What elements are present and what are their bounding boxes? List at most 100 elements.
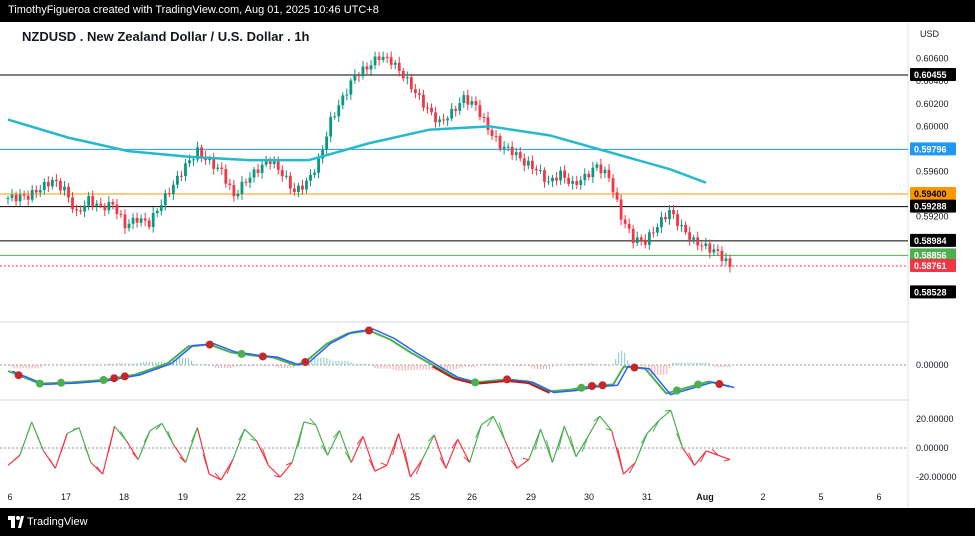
candle-body <box>579 180 583 185</box>
candle-body <box>317 158 320 173</box>
candle-body <box>139 218 143 223</box>
macd-cross-marker <box>672 386 681 395</box>
candle-body <box>688 232 692 240</box>
candle-body <box>224 169 228 184</box>
candle-body <box>450 108 454 119</box>
candle-body <box>180 175 183 177</box>
candle-body <box>26 195 30 200</box>
candle-body <box>397 62 401 71</box>
candle-body <box>389 57 393 65</box>
candle-body <box>482 117 486 119</box>
osc-detail <box>557 426 565 450</box>
candle-body <box>240 181 244 194</box>
osc-segment <box>421 434 435 460</box>
osc-detail <box>214 472 222 481</box>
price-tag-3 <box>910 199 956 213</box>
osc-detail <box>13 454 21 461</box>
candle-body <box>418 93 421 95</box>
osc-detail <box>309 418 317 426</box>
candle-body <box>131 217 135 224</box>
price-tag-label-5: 0.58856 <box>914 250 947 260</box>
osc-detail <box>439 457 447 469</box>
candle-body <box>369 65 373 70</box>
candle-body <box>615 192 619 200</box>
candle-body <box>22 194 26 196</box>
osc-detail <box>475 424 482 439</box>
candle-body <box>575 181 579 185</box>
candle-body <box>381 56 385 60</box>
macd-cross-marker <box>99 376 108 384</box>
candle-body <box>639 237 643 240</box>
osc-detail <box>415 459 423 475</box>
price-tag-6 <box>910 259 956 273</box>
price-chart[interactable]: 0.60600 0.60400 0.60200 0.60000 0.59600 0.592… <box>0 22 975 508</box>
macd-cross-marker <box>630 363 639 372</box>
candle-body <box>365 66 369 70</box>
candle-body <box>71 197 74 210</box>
candle-body <box>627 223 631 229</box>
candle-body <box>728 258 732 267</box>
candle-body <box>498 136 502 149</box>
candle-body <box>30 189 34 200</box>
macd-cross-marker <box>110 374 119 383</box>
candle-body <box>216 167 220 169</box>
osc-segment <box>599 415 613 431</box>
macd-bearish-segment <box>432 365 550 394</box>
candle-body <box>555 177 558 181</box>
candle-body <box>426 107 429 109</box>
candle-body <box>643 239 647 245</box>
candle-body <box>684 224 688 233</box>
candle-body <box>623 219 627 224</box>
candle-body <box>506 146 510 148</box>
osc-segment <box>646 420 660 434</box>
osc-detail <box>262 448 269 466</box>
osc-detail <box>238 428 246 441</box>
candle-body <box>647 232 651 245</box>
osc-segment <box>244 428 257 442</box>
osc-detail <box>368 459 376 472</box>
candle-body <box>559 170 562 181</box>
candle-body <box>655 227 659 233</box>
osc-segment <box>327 430 340 456</box>
candle-body <box>660 216 663 228</box>
candle-body <box>297 185 300 192</box>
candle-body <box>526 160 530 166</box>
osc-detail <box>711 449 719 456</box>
candle-body <box>276 161 280 170</box>
candle-body <box>708 243 712 253</box>
time-tick-label: 30 <box>584 492 594 502</box>
candle-body <box>442 119 446 121</box>
osc-detail <box>723 459 731 462</box>
osc-detail <box>167 431 175 446</box>
osc-segment <box>232 428 246 460</box>
candle-body <box>268 161 272 164</box>
macd-cross-marker <box>598 381 607 390</box>
candle-body <box>712 249 716 253</box>
candle-body <box>486 117 490 131</box>
candle-body <box>635 237 639 244</box>
candle-body <box>184 163 187 177</box>
candle-body <box>159 205 163 211</box>
candle-body <box>458 103 462 111</box>
candle-body <box>422 94 425 108</box>
brand-bar: TradingView <box>0 508 975 536</box>
candle-body <box>696 237 700 246</box>
candle-body <box>196 147 199 160</box>
candle-body <box>127 223 131 229</box>
price-tag-7 <box>910 285 956 299</box>
osc-detail <box>569 435 577 457</box>
candle-body <box>244 181 248 183</box>
candle-body <box>543 170 546 182</box>
candle-body <box>67 186 70 198</box>
candle-body <box>599 164 603 174</box>
price-tick-label: 0.60200 <box>916 99 949 109</box>
macd-zero-label: 0.00000 <box>916 360 949 370</box>
candle-body <box>611 178 615 193</box>
candle-body <box>143 218 147 221</box>
candle-body <box>79 210 83 212</box>
currency-label: USD <box>920 29 940 39</box>
osc-segment <box>682 447 695 466</box>
candle-body <box>176 175 179 185</box>
macd-cross-marker <box>471 378 480 387</box>
osc-detail <box>179 456 186 463</box>
